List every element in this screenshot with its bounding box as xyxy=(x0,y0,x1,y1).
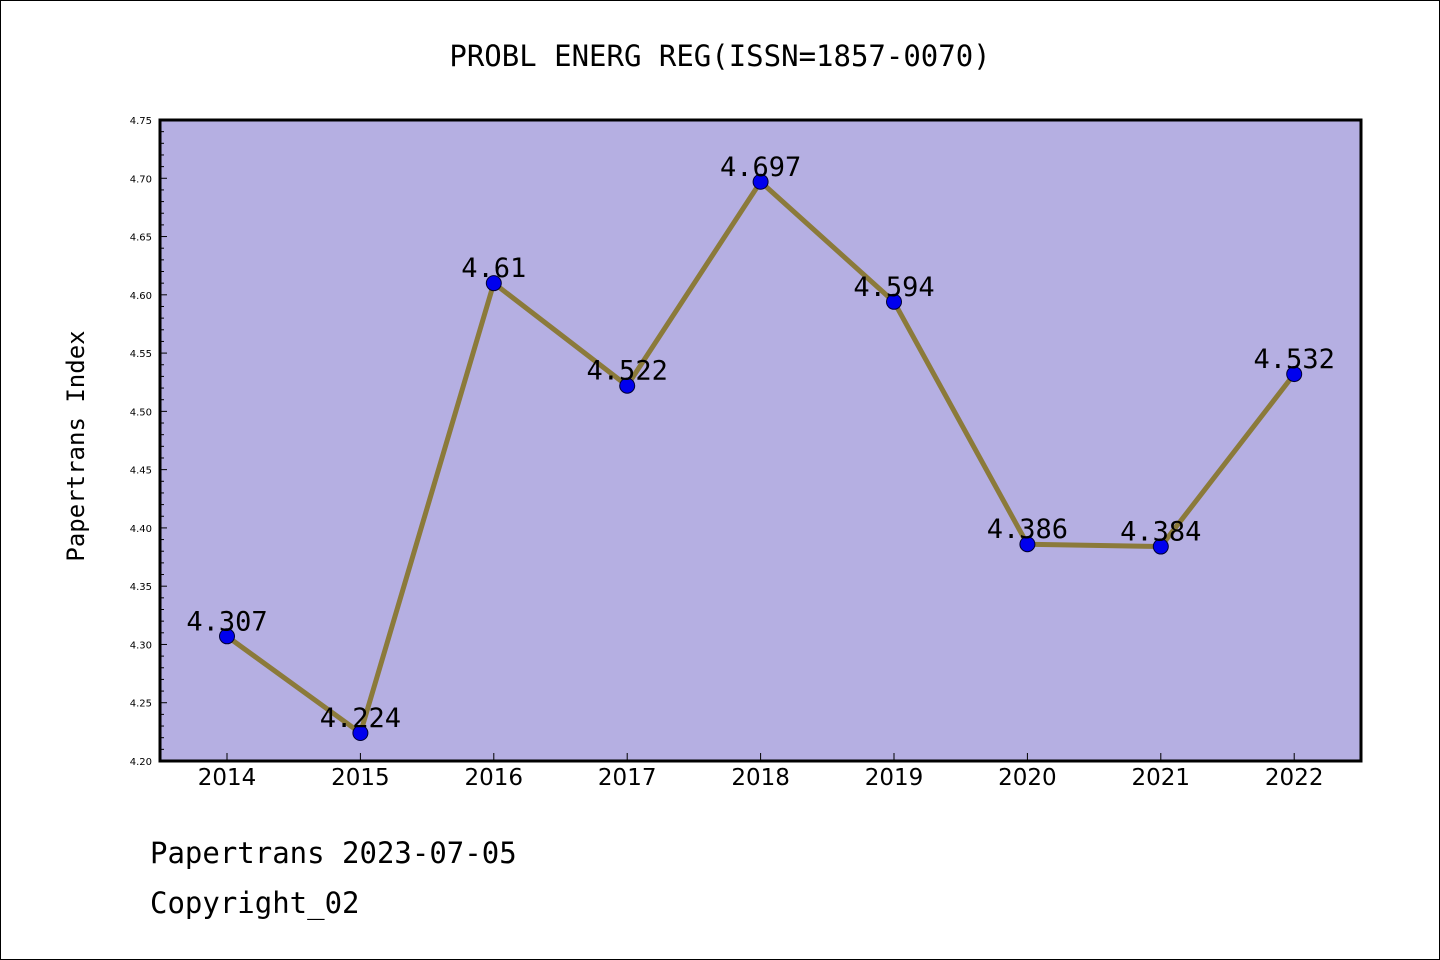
y-tick-label: 4.60 xyxy=(130,291,152,302)
x-tick-label: 2018 xyxy=(731,765,790,791)
y-tick-label: 4.25 xyxy=(130,699,152,710)
data-point-marker xyxy=(219,628,235,645)
y-tick-label: 4.75 xyxy=(130,116,152,127)
data-points xyxy=(219,173,1303,742)
data-point-marker xyxy=(886,293,902,310)
y-tick-label: 4.65 xyxy=(130,233,152,244)
y-tick-label: 4.30 xyxy=(130,640,152,651)
x-tick-label: 2015 xyxy=(331,765,390,791)
y-tick-label: 4.50 xyxy=(130,407,152,418)
data-point-marker xyxy=(752,173,769,190)
chart-title: PROBL ENERG REG(ISSN=1857-0070) xyxy=(449,39,990,73)
data-label: 4.697 xyxy=(720,152,801,183)
data-point-marker xyxy=(1019,536,1036,553)
data-label: 4.384 xyxy=(1120,517,1201,548)
y-tick-label: 4.45 xyxy=(130,466,152,477)
y-tick-label: 4.20 xyxy=(130,757,152,768)
x-tick-label: 2016 xyxy=(465,765,524,791)
y-axis-label: Papertrans Index xyxy=(62,330,90,561)
x-tick-label: 2022 xyxy=(1265,765,1324,791)
data-label: 4.307 xyxy=(186,606,267,637)
y-tick-label: 4.55 xyxy=(130,349,152,360)
y-tick-label: 4.35 xyxy=(130,582,152,593)
data-labels: 4.307 4.224 4.61 4.522 4.697 4.594 4.386 4.384 4… xyxy=(186,152,1334,734)
x-tick-label: 2020 xyxy=(998,765,1057,791)
footer-date: Papertrans 2023-07-05 xyxy=(150,836,517,870)
footer-copyright: Copyright_02 xyxy=(150,886,360,920)
data-point-marker xyxy=(1152,538,1169,555)
x-axis: 2014 2015 2016 2017 2018 2019 2020 2021 2022 xyxy=(198,753,1324,791)
data-point-marker xyxy=(619,377,636,394)
x-tick-label: 2017 xyxy=(598,765,657,791)
data-label: 4.522 xyxy=(587,356,668,387)
data-label: 4.224 xyxy=(320,703,401,734)
data-point-marker xyxy=(485,275,502,292)
x-tick-label: 2021 xyxy=(1132,765,1191,791)
plot-area xyxy=(158,118,1363,763)
data-label: 4.386 xyxy=(987,514,1068,545)
y-tick-label: 4.70 xyxy=(130,174,152,185)
x-tick-label: 2014 xyxy=(198,765,257,791)
y-axis: 4.20 4.25 4.30 4.35 4.40 4.45 4.50 4.55 4.60 4.65… xyxy=(130,116,167,768)
data-label: 4.61 xyxy=(461,253,526,284)
x-tick-label: 2019 xyxy=(865,765,924,791)
y-tick-label: 4.40 xyxy=(130,524,152,535)
data-label: 4.594 xyxy=(853,272,934,303)
data-point-marker xyxy=(1286,366,1303,383)
data-point-marker xyxy=(352,725,369,742)
data-label: 4.532 xyxy=(1254,344,1335,375)
